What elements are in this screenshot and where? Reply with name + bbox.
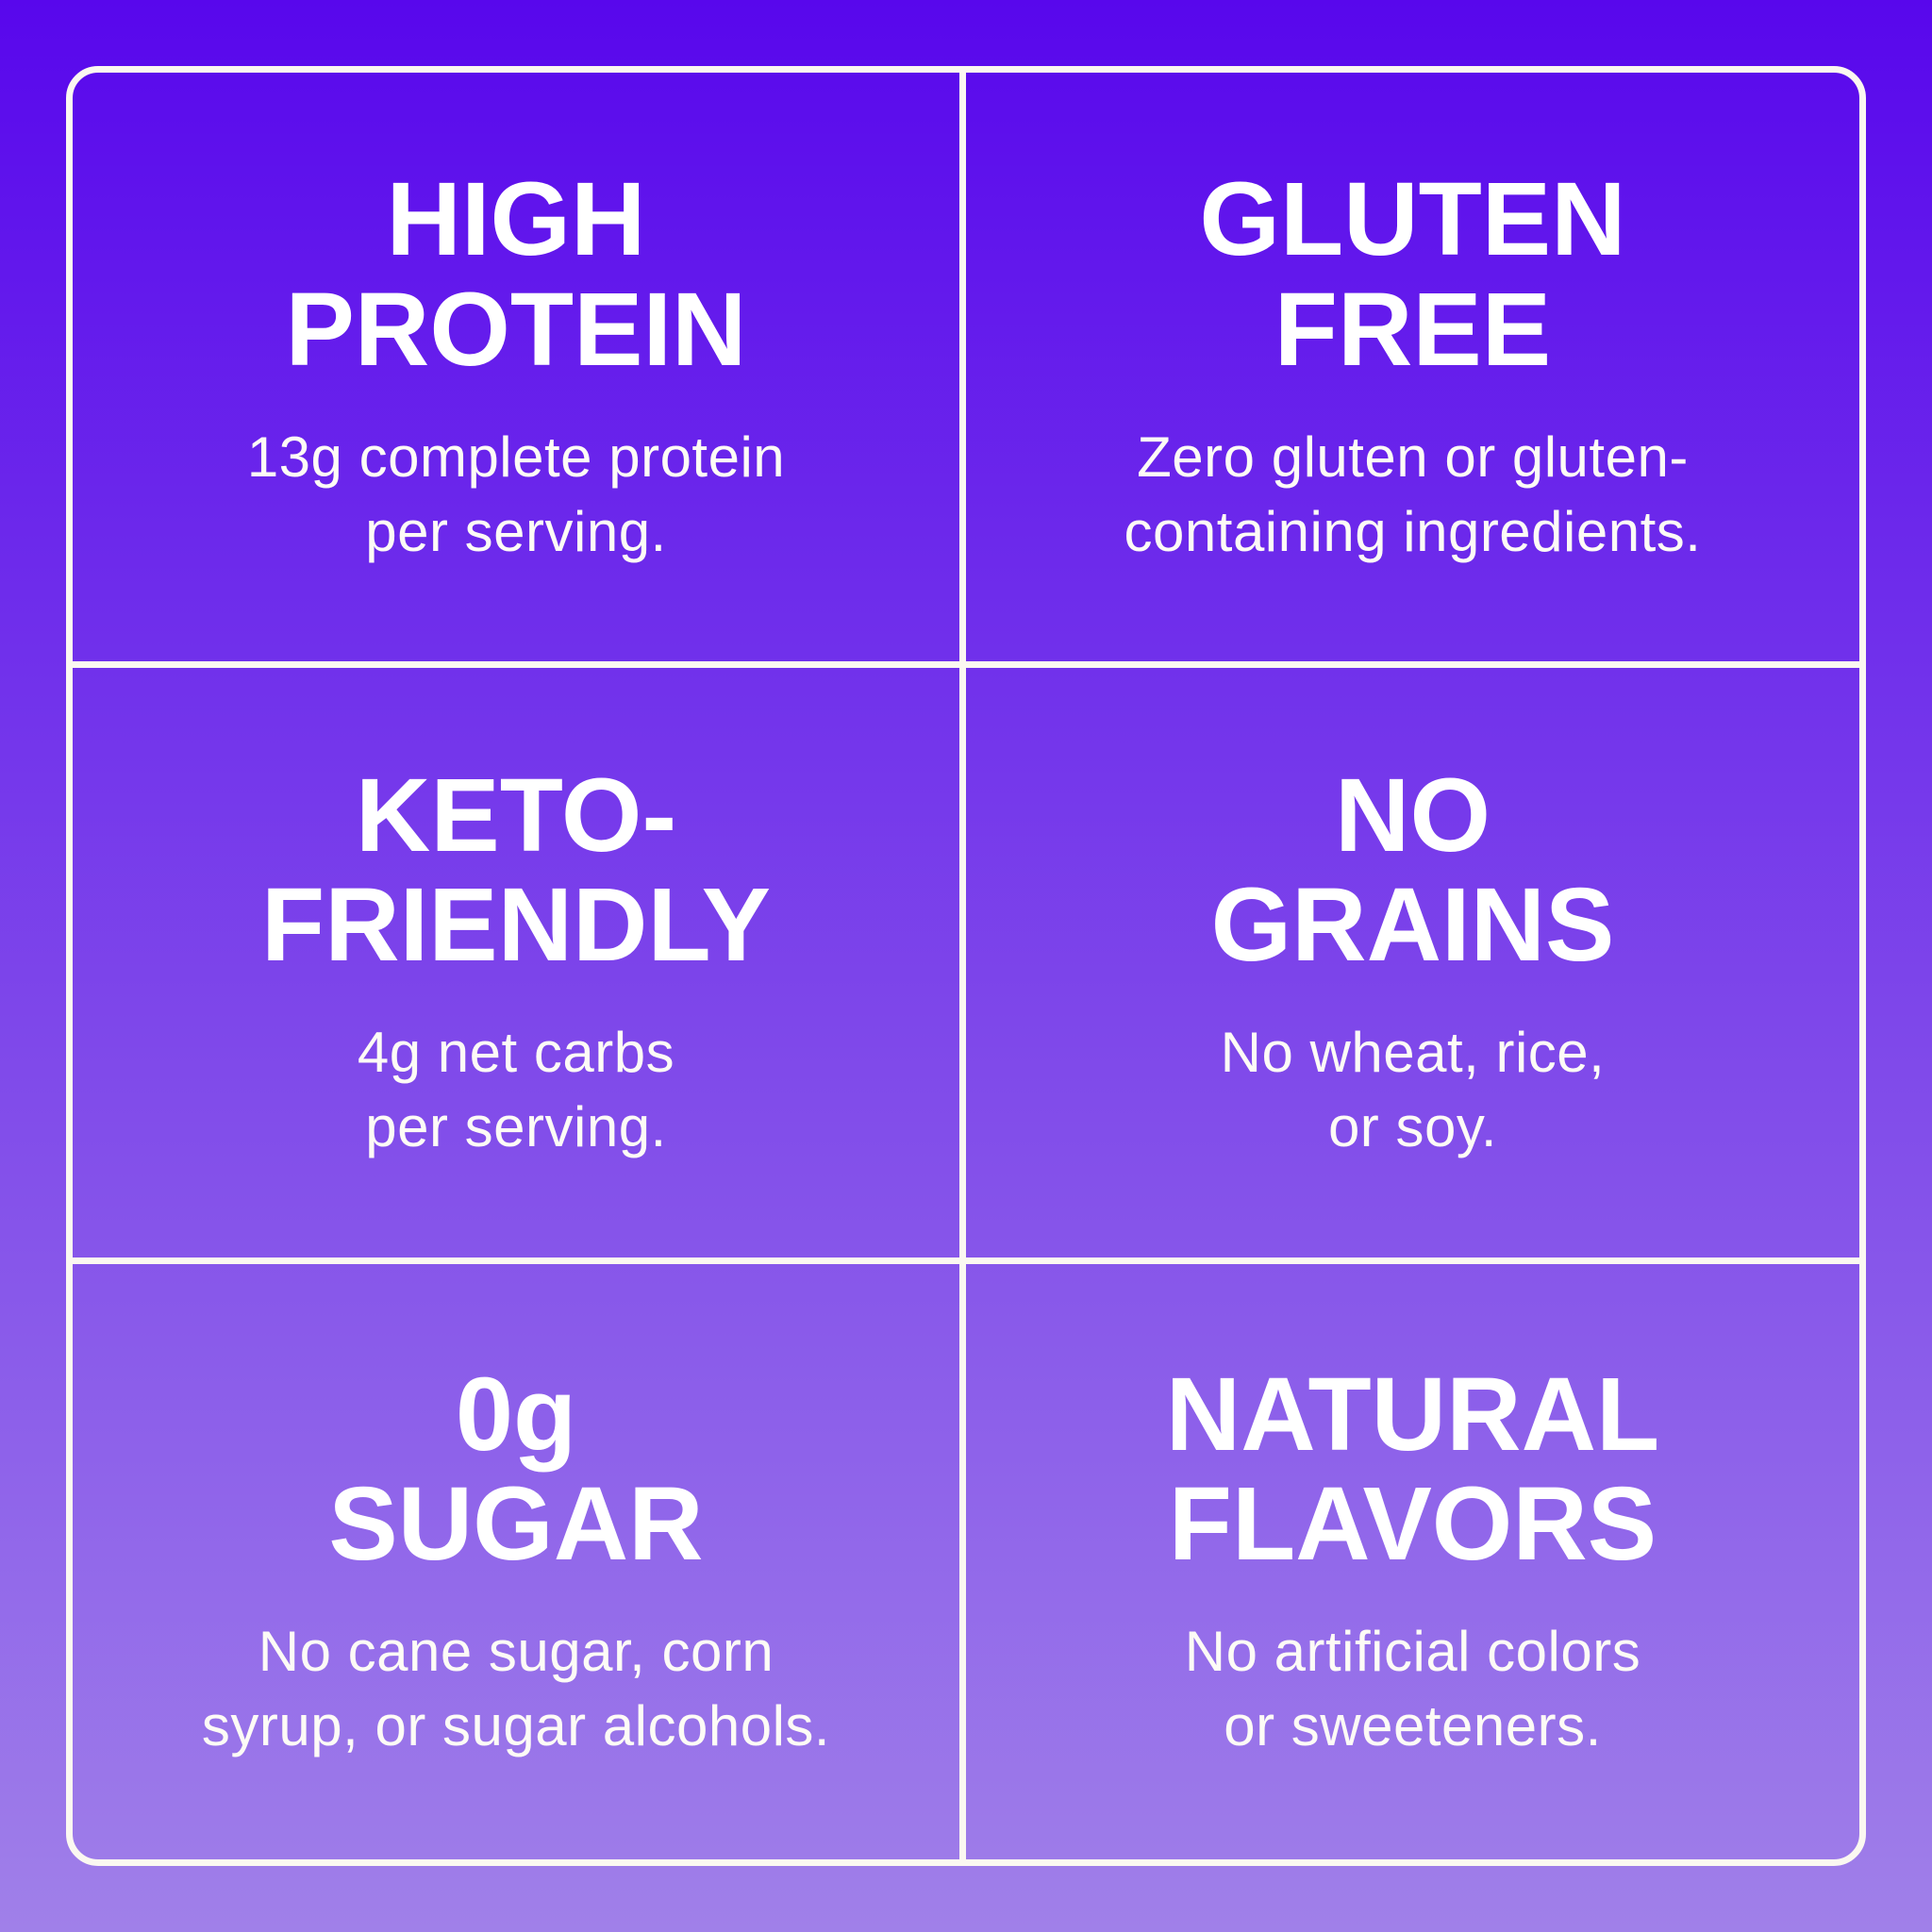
feature-description-line: Zero gluten or gluten- xyxy=(1137,425,1689,489)
feature-description: Zero gluten or gluten- containing ingred… xyxy=(1124,420,1702,569)
feature-title-line: 0g xyxy=(455,1356,577,1473)
feature-description-line: per serving. xyxy=(365,499,667,563)
feature-title: NO GRAINS xyxy=(1210,757,1615,984)
feature-title-line: SUGAR xyxy=(328,1466,704,1583)
feature-title: GLUTEN FREE xyxy=(1199,165,1625,385)
feature-title-line: FRIENDLY xyxy=(261,867,771,984)
feature-description-line: or soy. xyxy=(1327,1095,1498,1159)
feature-title-line: FREE xyxy=(1274,271,1552,388)
feature-title-line: KETO- xyxy=(355,757,677,874)
feature-title-line: GRAINS xyxy=(1210,867,1615,984)
feature-title: 0g SUGAR xyxy=(328,1356,704,1583)
feature-title: NATURAL FLAVORS xyxy=(1165,1356,1660,1583)
feature-description-line: 13g complete protein xyxy=(246,425,786,489)
feature-cell-gluten-free: GLUTEN FREE Zero gluten or gluten- conta… xyxy=(966,73,1859,669)
feature-title-line: HIGH xyxy=(386,161,646,278)
feature-title-line: GLUTEN xyxy=(1199,161,1626,278)
feature-description-line: containing ingredients. xyxy=(1124,499,1702,563)
feature-description: No artificial colors or sweeteners. xyxy=(1185,1614,1641,1763)
feature-cell-natural-flavors: NATURAL FLAVORS No artificial colors or … xyxy=(966,1264,1859,1859)
feature-cell-high-protein: HIGH PROTEIN 13g complete protein per se… xyxy=(73,73,966,669)
feature-description: 13g complete protein per serving. xyxy=(247,420,785,569)
feature-title-line: NO xyxy=(1335,757,1491,874)
feature-description-line: No cane sugar, corn xyxy=(258,1619,774,1683)
feature-title-line: NATURAL xyxy=(1165,1356,1660,1473)
feature-description-line: syrup, or sugar alcohols. xyxy=(201,1693,831,1757)
feature-description-line: 4g net carbs xyxy=(357,1020,675,1084)
feature-cell-zero-sugar: 0g SUGAR No cane sugar, corn syrup, or s… xyxy=(73,1263,966,1859)
feature-title: KETO- FRIENDLY xyxy=(261,757,771,984)
feature-description: No wheat, rice, or soy. xyxy=(1221,1015,1606,1164)
feature-description-line: No wheat, rice, xyxy=(1220,1020,1606,1084)
feature-title: HIGH PROTEIN xyxy=(286,165,747,385)
feature-description-line: No artificial colors xyxy=(1184,1619,1641,1683)
feature-title-line: PROTEIN xyxy=(285,271,747,388)
feature-title-line: FLAVORS xyxy=(1168,1466,1657,1583)
feature-description-line: or sweeteners. xyxy=(1224,1693,1602,1757)
benefits-grid: HIGH PROTEIN 13g complete protein per se… xyxy=(66,66,1866,1866)
feature-description: No cane sugar, corn syrup, or sugar alco… xyxy=(202,1614,830,1763)
feature-description: 4g net carbs per serving. xyxy=(358,1015,675,1164)
feature-cell-keto-friendly: KETO- FRIENDLY 4g net carbs per serving. xyxy=(73,668,966,1264)
feature-cell-no-grains: NO GRAINS No wheat, rice, or soy. xyxy=(966,668,1859,1264)
feature-description-line: per serving. xyxy=(365,1095,667,1159)
